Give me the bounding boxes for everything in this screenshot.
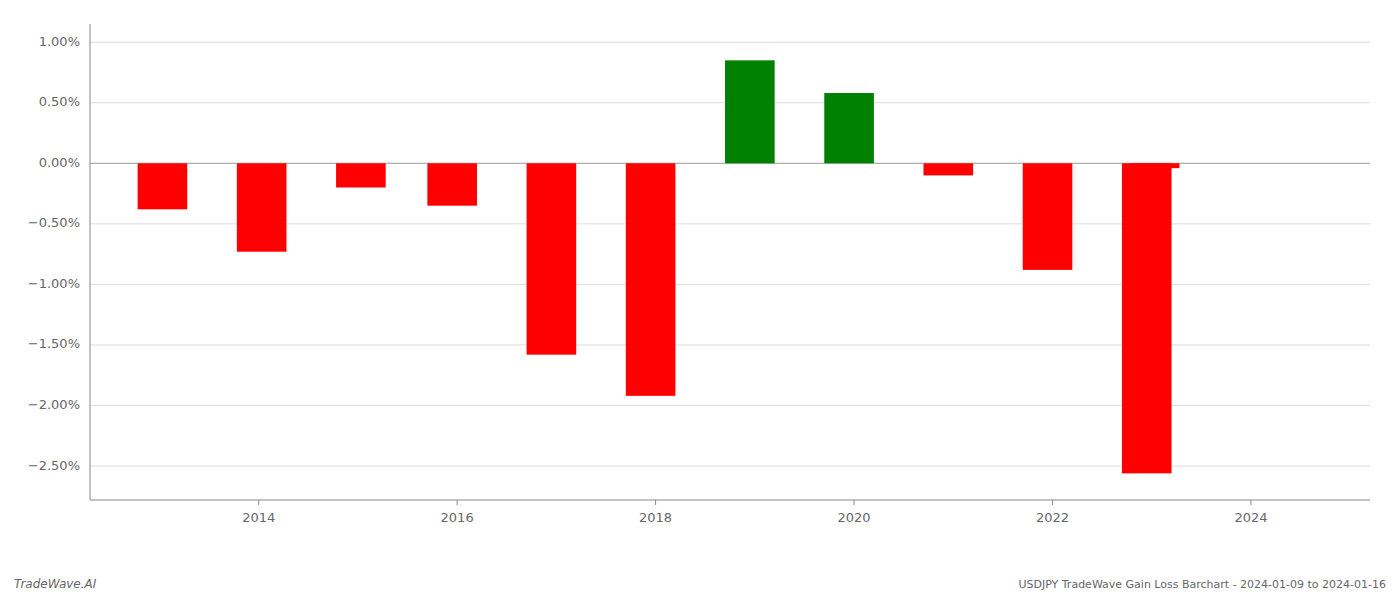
bar xyxy=(1023,163,1073,270)
bar xyxy=(1122,163,1172,473)
y-tick-label: −1.50% xyxy=(28,336,80,351)
y-tick-label: −0.50% xyxy=(28,215,80,230)
x-tick xyxy=(258,500,259,505)
x-tick-label: 2014 xyxy=(242,510,275,525)
bar xyxy=(1130,163,1180,168)
bar xyxy=(824,93,874,163)
y-axis: −2.50% −2.00% −1.50% −1.00% −0.50% 0.00% 0.50%… xyxy=(28,34,80,473)
x-tick xyxy=(854,500,855,505)
y-axis-line xyxy=(90,24,91,500)
grid-line xyxy=(90,466,1370,467)
bar xyxy=(626,163,676,396)
chart: −2.50% −2.00% −1.50% −1.00% −0.50% 0.00% 0.50%… xyxy=(0,0,1400,600)
y-tick-label: 1.00% xyxy=(39,34,80,49)
x-tick-label: 2018 xyxy=(639,510,672,525)
x-tick xyxy=(457,500,458,505)
y-tick-label: −2.00% xyxy=(28,397,80,412)
bar xyxy=(427,163,477,205)
x-tick-label: 2022 xyxy=(1036,510,1069,525)
bar xyxy=(138,163,188,209)
watermark: TradeWave.AI xyxy=(14,577,97,591)
bar xyxy=(237,163,287,251)
grid-line xyxy=(90,344,1370,345)
bar xyxy=(923,163,973,175)
y-tick-label: −2.50% xyxy=(28,458,80,473)
bar xyxy=(336,163,386,187)
y-tick-label: 0.50% xyxy=(39,94,80,109)
grid-line xyxy=(90,405,1370,406)
bars xyxy=(138,60,1180,473)
bar xyxy=(725,60,775,163)
x-axis-line xyxy=(90,499,1370,500)
grid xyxy=(90,42,1370,466)
x-tick xyxy=(655,500,656,505)
x-tick-label: 2020 xyxy=(837,510,870,525)
bar xyxy=(527,163,577,354)
grid-line xyxy=(90,42,1370,43)
title: USDJPY TradeWave Gain Loss Barchart - 20… xyxy=(1018,578,1386,591)
y-tick-label: 0.00% xyxy=(39,155,80,170)
x-tick-label: 2016 xyxy=(441,510,474,525)
x-tick xyxy=(1250,500,1251,505)
x-axis: 2014 2016 2018 2020 2022 2024 xyxy=(242,500,1267,525)
grid-line xyxy=(90,284,1370,285)
x-tick-label: 2024 xyxy=(1234,510,1267,525)
y-tick-label: −1.00% xyxy=(28,276,80,291)
axes xyxy=(90,24,1370,500)
x-tick xyxy=(1052,500,1053,505)
